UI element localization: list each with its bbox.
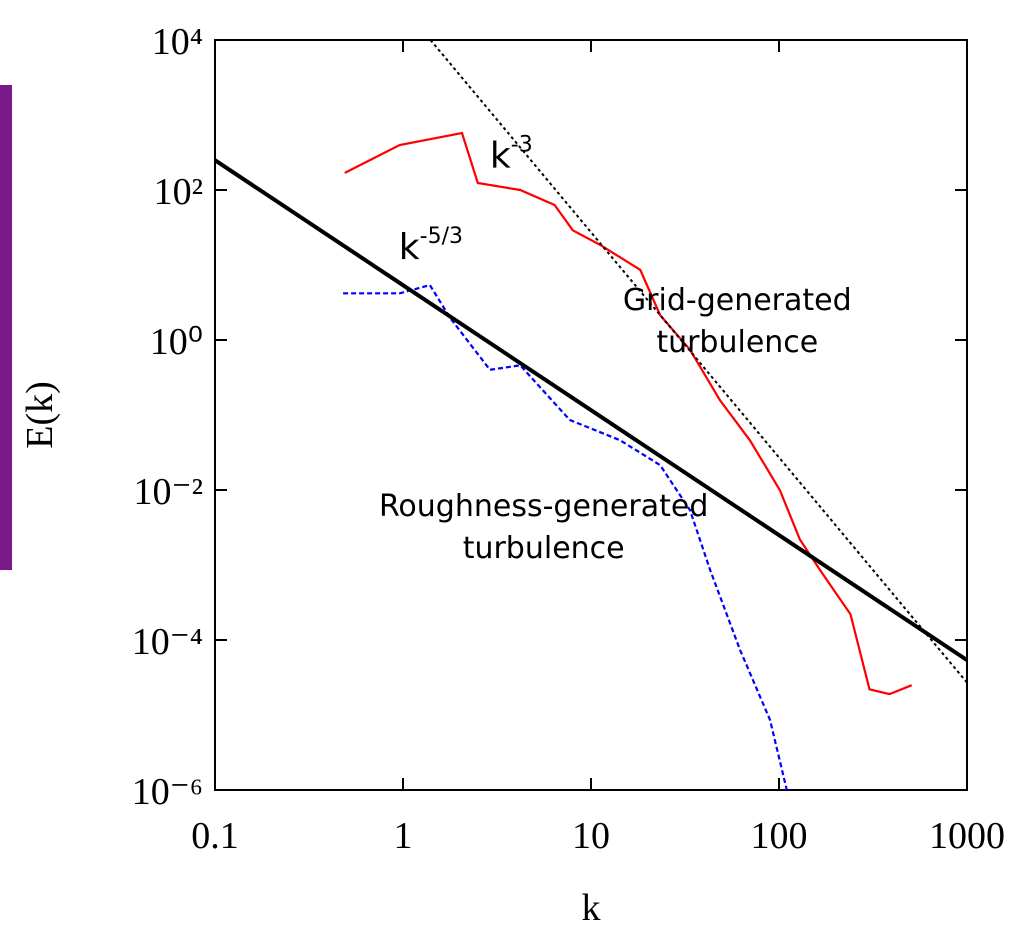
x-tick-label: 1000 [929, 815, 1005, 857]
x-tick-label: 10 [572, 815, 610, 857]
x-tick-label: 1 [394, 815, 413, 857]
annotation-exponent: -3 [511, 132, 533, 157]
annotation-base: k [490, 135, 511, 176]
annotation: k-5/3 [399, 224, 463, 268]
series-line [344, 131, 913, 696]
y-axis-label: E(k) [19, 381, 61, 449]
series-line [343, 283, 788, 790]
annotation: k-3 [490, 132, 533, 176]
annotation: turbulence [656, 325, 818, 360]
x-axis-label: k [582, 887, 601, 929]
x-tick-label: 100 [751, 815, 808, 857]
y-tick-label: 10⁻⁴ [132, 621, 203, 663]
annotation-base: k [399, 227, 420, 268]
y-tick-label: 10⁴ [152, 21, 203, 63]
plot-frame [214, 39, 968, 791]
y-tick-label: 10⁻⁶ [132, 771, 203, 813]
y-tick-label: 10² [154, 171, 203, 213]
series-line [215, 158, 967, 662]
x-tick-label: 0.1 [191, 815, 239, 857]
y-tick-label: 10⁰ [150, 321, 203, 363]
series-line [429, 40, 967, 684]
annotation: turbulence [463, 531, 625, 566]
cropped-image-edge [0, 85, 12, 570]
annotation: Roughness-generated [379, 489, 708, 524]
y-tick-label: 10⁻² [134, 471, 203, 513]
annotation: Grid-generated [623, 283, 852, 318]
annotation-exponent: -5/3 [420, 224, 463, 249]
